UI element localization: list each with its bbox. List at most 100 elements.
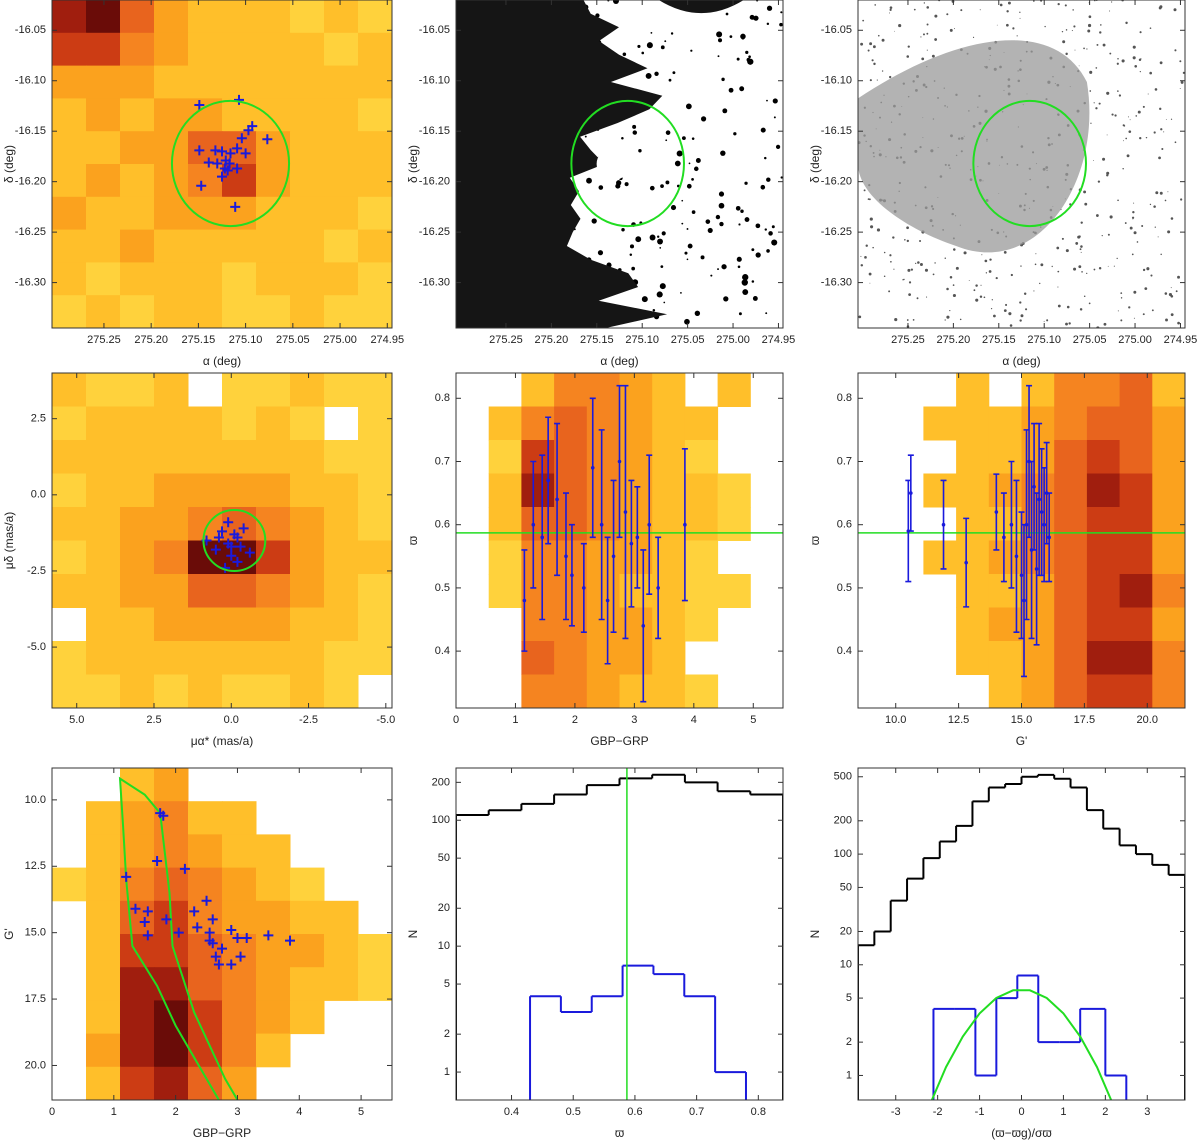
star [700,255,705,260]
heatmap-cell [358,262,392,296]
error-bar [640,549,647,703]
y-tick-label: 12.5 [25,860,46,872]
heatmap-cell [154,262,189,296]
heatmap-cell [586,373,620,407]
star [764,156,767,160]
heatmap-cell [619,574,653,608]
y-tick-label: -16.05 [419,24,450,36]
star [953,248,956,251]
x-tick-label: 5 [750,714,756,726]
heatmap-cell [188,406,223,441]
star [1043,320,1045,322]
heatmap-cell [684,440,719,474]
heatmap-cell [619,674,653,708]
star [775,144,781,150]
heatmap-cell [256,32,291,67]
heatmap-cell [86,1000,121,1035]
cross [236,133,247,144]
star [657,238,663,245]
heatmap-cell [52,295,87,328]
heatmap-cell [154,65,189,99]
y-axis-label: δ (deg) [808,145,822,183]
x-tick-label: 10.0 [885,714,906,726]
heatmap-cell [120,262,155,296]
star [996,24,998,26]
star [1068,322,1071,325]
star [1087,29,1091,33]
error-point [647,522,652,527]
heatmap-cell [586,674,620,708]
heatmap-cell [1152,406,1185,441]
star [1132,211,1135,214]
heatmap-cell [120,473,155,508]
star [744,217,750,222]
star [738,223,741,226]
star [654,71,659,76]
y-tick-label: -16.30 [821,276,852,288]
star [979,9,981,11]
star [717,268,719,271]
heatmap-cell [86,440,121,474]
x-tick-label: 2 [572,714,578,726]
cross [226,550,237,561]
star [1086,48,1088,50]
star [1103,322,1107,326]
heatmap-cell [222,574,257,608]
x-tick-label: 0.0 [224,714,239,726]
heatmap-cell [956,406,990,441]
star [952,293,956,298]
cross [232,163,243,174]
heatmap-cell [52,32,87,67]
heatmap-cell [120,540,155,575]
x-axis-label: ϖ [615,1126,624,1140]
heatmap-cell [256,164,291,198]
cross [262,134,273,145]
star [910,268,914,271]
star [676,184,680,188]
y-tick-label: 200 [432,776,450,788]
star [735,206,741,211]
star [890,260,892,263]
star [1117,310,1119,312]
star [858,315,862,319]
star [1117,90,1119,92]
heatmap-cell [188,65,223,99]
star [684,318,690,325]
heatmap-cell [188,507,223,541]
y-tick-label: -16.15 [419,125,450,137]
error-point [522,598,527,603]
heatmap-cell [154,674,189,708]
star [1080,245,1083,248]
y-axis-label: μδ (mas/a) [2,512,16,570]
heatmap-cell [521,440,555,474]
error-point [656,586,660,590]
star [1138,58,1142,62]
star [723,296,729,302]
star [906,55,910,58]
star [733,132,737,136]
star [1065,249,1069,253]
heatmap-cell [619,473,653,508]
star [1165,119,1167,120]
heatmap-cell [290,641,325,675]
star [1095,67,1098,69]
star [674,160,681,167]
star [1113,265,1115,267]
cross [179,863,190,874]
star [680,292,682,294]
star [1020,265,1022,267]
heatmap-cell [1119,507,1153,541]
heatmap-cell [988,406,1022,441]
star [668,78,672,82]
heatmap-cell [222,32,257,67]
heatmap-cell [521,607,555,642]
star [984,259,988,263]
y-tick-label: 200 [834,815,852,827]
star [1174,141,1177,144]
heatmap-cell [188,440,223,474]
star [1149,27,1152,29]
star [1120,292,1123,294]
star [872,45,876,49]
star [1135,115,1138,117]
heatmap-cell [256,0,291,34]
